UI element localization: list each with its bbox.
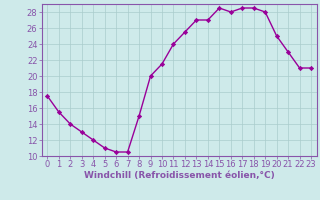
X-axis label: Windchill (Refroidissement éolien,°C): Windchill (Refroidissement éolien,°C) <box>84 171 275 180</box>
